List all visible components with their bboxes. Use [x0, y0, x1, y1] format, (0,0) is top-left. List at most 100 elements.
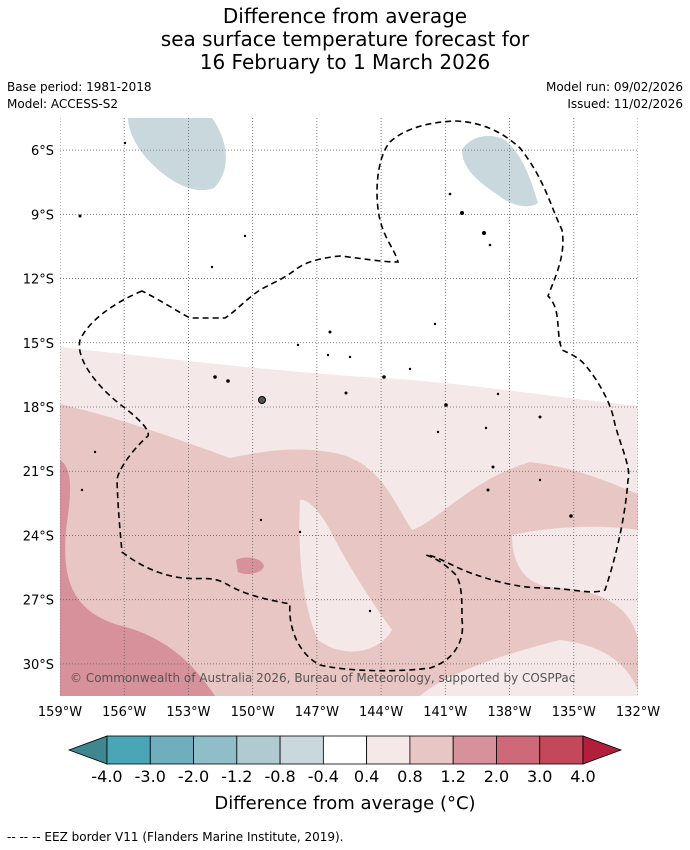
- colorbar-tick-label: 2.0: [483, 767, 510, 786]
- island: [344, 391, 348, 395]
- colorbar-arrow-high: [582, 735, 623, 765]
- longitude-label: 153°W: [166, 705, 210, 720]
- axis-labels: 159°W 156°W 153°W 150°W 147°W 144°W 141°W 138°W…: [23, 144, 661, 720]
- title-line-2: sea surface temperature forecast for: [160, 27, 530, 51]
- islands: [78, 141, 573, 613]
- anomaly-region-0-4-east: [512, 526, 638, 640]
- island: [382, 375, 386, 379]
- island: [491, 465, 495, 469]
- colorbar-tick-label: -3.0: [134, 767, 166, 786]
- longitude-label: 159°W: [38, 705, 82, 720]
- island: [488, 243, 492, 247]
- title-line-3: 16 February to 1 March 2026: [199, 50, 491, 74]
- colorbar-tick-label: -0.4: [307, 767, 339, 786]
- island: [408, 367, 412, 371]
- issued-date: Issued: 11/02/2026: [567, 97, 683, 111]
- latitude-label: 12°S: [23, 273, 54, 288]
- colorbar-segment: [149, 735, 194, 765]
- colorbar-segment: [496, 735, 541, 765]
- latitude-label: 30°S: [23, 658, 54, 673]
- eez-border: [78, 120, 630, 672]
- island: [460, 211, 464, 215]
- colorbar-tick-label: 3.0: [526, 767, 553, 786]
- longitude-label: 132°W: [616, 705, 660, 720]
- island: [298, 530, 302, 534]
- longitude-label: 156°W: [102, 705, 146, 720]
- colorbar-segment: [539, 735, 584, 765]
- colorbar-arrow-low: [67, 735, 108, 765]
- island: [213, 375, 217, 379]
- anomaly-region-1-2-patch: [236, 557, 264, 574]
- island: [569, 514, 573, 518]
- island: [538, 478, 542, 482]
- colorbar-segment: [236, 735, 281, 765]
- island-rarotonga: [258, 396, 266, 404]
- model-name: Model: ACCESS-S2: [7, 97, 119, 111]
- island: [433, 322, 437, 326]
- latitude-label: 24°S: [23, 529, 54, 544]
- anomaly-region-0-4-south: [420, 640, 638, 696]
- island: [368, 609, 372, 613]
- island: [326, 353, 330, 357]
- island: [448, 192, 452, 196]
- colorbar-segment: [322, 735, 368, 765]
- island: [482, 231, 486, 235]
- latitude-label: 18°S: [23, 401, 54, 416]
- island: [538, 415, 542, 419]
- colorbar-segment: [409, 735, 454, 765]
- island: [80, 488, 84, 492]
- anomaly-region-1-2: [60, 460, 215, 696]
- anomaly-region-neg-east: [462, 135, 538, 207]
- island: [78, 214, 82, 218]
- colorbar-tick-label: 0.4: [353, 767, 380, 786]
- colorbar-segment: [106, 735, 151, 765]
- longitude-label: 135°W: [552, 705, 596, 720]
- island: [444, 403, 448, 407]
- colorbar-tick-label: -0.8: [264, 767, 296, 786]
- colorbar-tick-label: -2.0: [177, 767, 210, 786]
- longitude-label: 144°W: [359, 705, 403, 720]
- island: [123, 141, 127, 145]
- island: [93, 450, 97, 454]
- latitude-label: 21°S: [23, 465, 54, 480]
- island: [348, 355, 352, 359]
- colorbar-tick-label: 0.8: [397, 767, 423, 786]
- colorbar-segment: [193, 735, 238, 765]
- island: [243, 234, 247, 238]
- colorbar-segment: [279, 735, 324, 765]
- model-run-date: Model run: 09/02/2026: [545, 80, 683, 94]
- latitude-label: 27°S: [23, 594, 54, 609]
- longitude-label: 147°W: [295, 705, 339, 720]
- island: [486, 488, 490, 492]
- island: [210, 265, 214, 269]
- island: [296, 343, 300, 347]
- title-line-1: Difference from average: [222, 4, 468, 28]
- footnote: -- -- -- EEZ border V11 (Flanders Marine…: [7, 830, 344, 844]
- colorbar-segment: [366, 735, 411, 765]
- island: [259, 518, 263, 522]
- colorbar-tick-label: 4.0: [570, 767, 596, 786]
- colorbar-tick-label: -4.0: [91, 767, 123, 786]
- island: [328, 330, 332, 334]
- colorbar: [67, 735, 623, 765]
- latitude-label: 15°S: [23, 337, 54, 352]
- island: [226, 379, 230, 383]
- anomaly-region-neg-west: [128, 118, 226, 191]
- longitude-label: 150°W: [231, 705, 275, 720]
- longitude-label: 141°W: [423, 705, 467, 720]
- colorbar-title: Difference from average (°C): [214, 793, 476, 814]
- island: [436, 430, 440, 434]
- latitude-label: 9°S: [31, 208, 54, 223]
- latitude-label: 6°S: [31, 144, 54, 159]
- anomaly-region-0-8: [60, 404, 638, 696]
- colorbar-tick-label: 1.2: [440, 767, 466, 786]
- island: [496, 392, 500, 396]
- colorbar-segment: [452, 735, 497, 765]
- colorbar-tick-label: -1.2: [221, 767, 253, 786]
- base-period: Base period: 1981-2018: [7, 80, 152, 94]
- anomaly-region-0-4-inner: [299, 499, 392, 652]
- copyright-notice: © Commonwealth of Australia 2026, Bureau…: [70, 671, 575, 685]
- island: [484, 426, 488, 430]
- longitude-label: 138°W: [487, 705, 531, 720]
